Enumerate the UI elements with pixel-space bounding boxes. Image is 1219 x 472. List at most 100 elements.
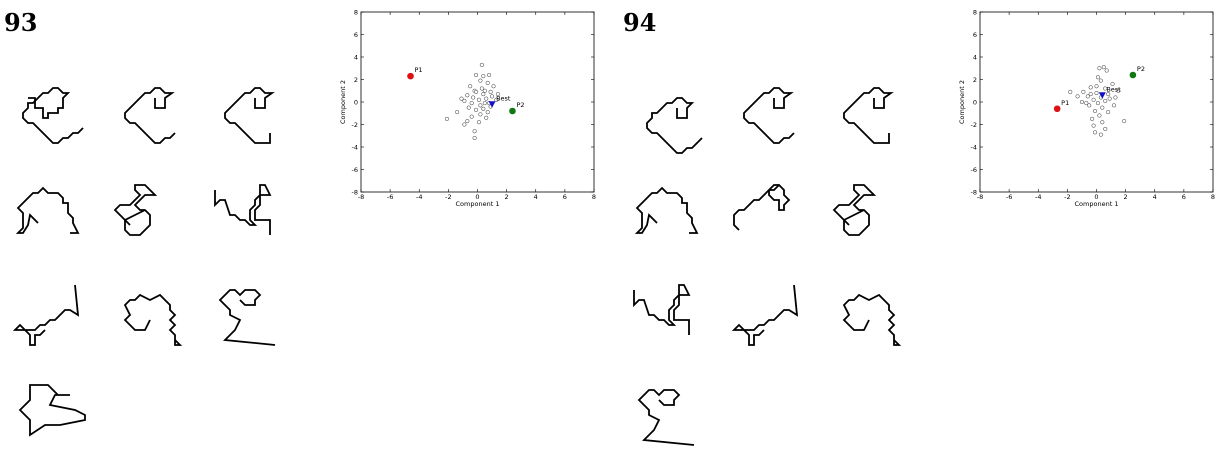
scatter-point: [471, 95, 476, 100]
shape-outline-94-1: [646, 97, 703, 154]
x-tick-label: -6: [1006, 193, 1012, 201]
x-tick-label: 6: [563, 193, 567, 201]
scatter-point: [473, 89, 479, 94]
scatter-point: [478, 78, 483, 83]
scatter-point: [1094, 84, 1099, 89]
scatter-point: [490, 94, 495, 99]
scatter-point: [468, 84, 473, 89]
scatter-chart-94: -8 -6 -4 -2 0 2 4 6 8 -8 -6 -4 -2 0 2 4 6 8 Component 1 Com…: [958, 8, 1215, 208]
x-axis-label: Component 1: [456, 200, 500, 208]
scatter-point: [478, 103, 483, 108]
scatter-point: [465, 119, 470, 124]
scatter-point: [472, 129, 477, 134]
y-tick-label: 2: [354, 76, 358, 84]
scatter-point: [1095, 75, 1101, 80]
panel-number-93: 93: [4, 8, 38, 37]
y-tick-label: 0: [354, 98, 358, 106]
scatter-point: [479, 86, 484, 91]
y-tick-label: 4: [973, 53, 977, 61]
y-tick-label: 8: [354, 8, 358, 16]
scatter-point: [444, 116, 449, 121]
scatter-point: [1100, 120, 1105, 125]
scatter-point: [484, 96, 489, 101]
y-tick-label: -4: [352, 143, 358, 151]
x-tick-label: 6: [1182, 193, 1186, 201]
panel-number-94: 94: [623, 8, 657, 37]
x-tick-label: -4: [1035, 193, 1041, 201]
x-tick-label: -8: [358, 193, 364, 201]
scatter-point: [1097, 66, 1102, 71]
y-tick-label: -2: [352, 121, 358, 129]
y-tick-label: -8: [971, 188, 977, 196]
shape-outline-93-9: [218, 289, 276, 346]
scatter-point: [485, 110, 490, 115]
x-tick-label: 4: [1153, 193, 1157, 201]
p1-marker: [1053, 105, 1061, 113]
x-tick-label: 8: [1211, 193, 1215, 201]
shape-outline-94-2: [743, 87, 795, 144]
scatter-point: [462, 122, 467, 127]
scatter-point: [484, 115, 489, 120]
best-label: Best: [496, 94, 511, 102]
scatter-point: [1085, 94, 1090, 99]
y-tick-label: 0: [973, 98, 977, 106]
y-axis-label: Component 2: [958, 80, 966, 124]
shape-outline-93-1: [22, 87, 84, 144]
shape-outline-94-9: [842, 293, 902, 346]
scatter-point: [1104, 68, 1109, 73]
scatter-point: [1103, 86, 1108, 91]
scatter-point: [1095, 101, 1101, 106]
scatter-point: [459, 96, 464, 101]
x-tick-label: 2: [505, 193, 509, 201]
scatter-point: [1100, 105, 1105, 110]
y-tick-label: 8: [973, 8, 977, 16]
p1-marker: [407, 72, 414, 80]
scatter-point: [1116, 88, 1121, 93]
scatter-point: [1087, 103, 1092, 108]
scatter-point: [1107, 96, 1112, 101]
scatter-point: [481, 74, 486, 79]
p1-label: P1: [415, 66, 423, 74]
scatter-point: [476, 97, 482, 102]
scatter-point: [1113, 95, 1118, 100]
x-tick-label: 0: [1094, 193, 1098, 201]
scatter-point: [1098, 132, 1103, 137]
scatter-point: [495, 92, 500, 97]
scatter-point: [1081, 89, 1086, 94]
p2-marker: [509, 107, 516, 115]
scatter-point: [472, 135, 477, 141]
shape-outline-93-5: [113, 184, 158, 236]
scatter-point: [1068, 89, 1073, 94]
y-tick-label: -6: [971, 166, 977, 174]
scatter-point: [1091, 97, 1096, 102]
scatter-point: [1097, 113, 1102, 118]
shape-outline-93-10: [18, 384, 86, 437]
scatter-point: [488, 89, 493, 94]
scatter-point: [1092, 130, 1098, 135]
scatter-point: [1092, 108, 1098, 114]
scatter-point: [1084, 101, 1089, 106]
p2-marker: [1129, 71, 1137, 79]
scatter-chart-93: -8 -6 -4 -2 0 2 4 6 8 -8 -6 -4 -2 0 2 4 6 8 Component 1 Com…: [339, 8, 596, 208]
scatter-point: [1091, 123, 1096, 128]
y-tick-label: -4: [971, 143, 977, 151]
x-tick-label: -6: [387, 193, 393, 201]
p2-label: P2: [516, 101, 524, 109]
x-tick-label: 4: [534, 193, 538, 201]
shape-outline-94-6: [832, 184, 877, 236]
p1-label: P1: [1061, 99, 1069, 107]
scatter-point: [1103, 98, 1108, 103]
scatter-point: [1106, 92, 1111, 97]
scatter-point: [1088, 85, 1093, 90]
shape-outline-94-8: [731, 284, 799, 346]
y-tick-label: 6: [354, 31, 358, 39]
scatter-point: [1106, 110, 1111, 115]
scatter-point: [473, 72, 479, 78]
best-marker: [1098, 92, 1106, 99]
scatter-point: [494, 97, 499, 102]
shape-outline-93-2: [124, 87, 176, 144]
scatter-point: [1110, 81, 1115, 87]
plot-frame: [360, 11, 595, 193]
scatter-point: [479, 62, 484, 67]
